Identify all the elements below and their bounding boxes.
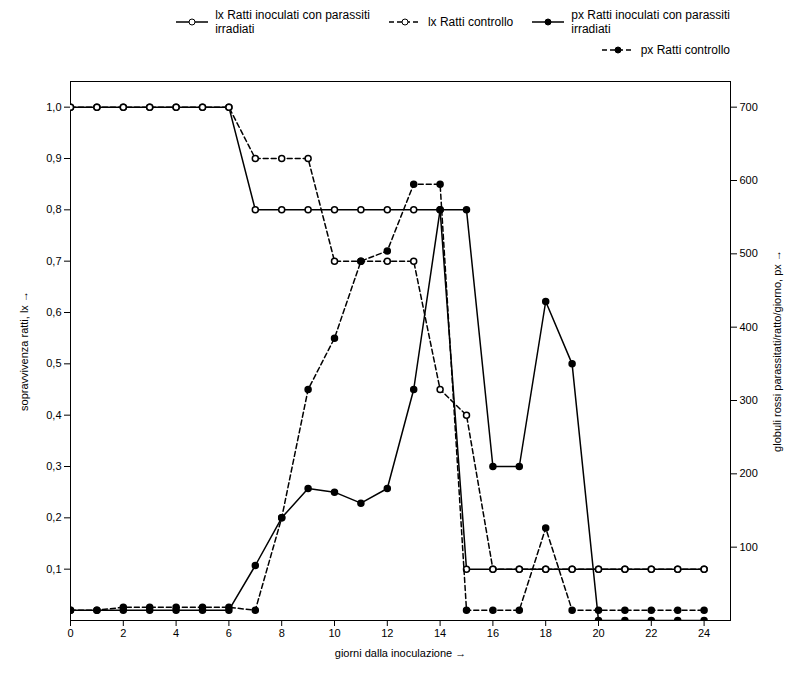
- svg-text:6: 6: [226, 627, 232, 639]
- svg-text:200: 200: [740, 468, 758, 480]
- svg-text:16: 16: [487, 627, 499, 639]
- svg-text:0,7: 0,7: [46, 255, 61, 267]
- svg-text:0,1: 0,1: [46, 563, 61, 575]
- html-text:px Ratti controllo: px Ratti controllo: [640, 42, 730, 57]
- html-text:lx Ratti controllo: lx Ratti controllo: [427, 15, 514, 30]
- svg-text:600: 600: [740, 174, 758, 186]
- svg-text:0: 0: [67, 627, 73, 639]
- svg-text:500: 500: [740, 248, 758, 260]
- svg-text:0,6: 0,6: [46, 306, 61, 318]
- svg-text:sopravvivenza ratti, lx →: sopravvivenza ratti, lx →: [18, 291, 30, 411]
- svg-text:24: 24: [698, 627, 710, 639]
- svg-text:400: 400: [740, 321, 758, 333]
- svg-text:0,8: 0,8: [46, 204, 61, 216]
- svg-text:300: 300: [740, 394, 758, 406]
- svg-text:14: 14: [434, 627, 446, 639]
- svg-text:18: 18: [540, 627, 552, 639]
- svg-text:giorni dalla inoculazione →: giorni dalla inoculazione →: [335, 647, 466, 659]
- svg-text:10: 10: [328, 627, 340, 639]
- svg-text:2: 2: [120, 627, 126, 639]
- svg-text:1,0: 1,0: [46, 101, 61, 113]
- svg-text:12: 12: [381, 627, 393, 639]
- html-text:px Ratti inoculati con parassi: px Ratti inoculati con parassiti irradia…: [571, 8, 730, 37]
- svg-text:0,4: 0,4: [46, 409, 61, 421]
- svg-text:100: 100: [740, 541, 758, 553]
- svg-text:8: 8: [279, 627, 285, 639]
- svg-text:0,2: 0,2: [46, 512, 61, 524]
- html-text:lx Ratti inoculati con parassi: lx Ratti inoculati con parassiti irradia…: [215, 8, 370, 37]
- svg-text:700: 700: [740, 101, 758, 113]
- svg-text:22: 22: [645, 627, 657, 639]
- svg-text:20: 20: [592, 627, 604, 639]
- svg-text:0,3: 0,3: [46, 460, 61, 472]
- svg-text:4: 4: [173, 627, 179, 639]
- svg-text:globuli rossi parassitati/ratt: globuli rossi parassitati/ratto/giorno, …: [771, 250, 783, 452]
- svg-text:0,9: 0,9: [46, 152, 61, 164]
- svg-text:0,5: 0,5: [46, 358, 61, 370]
